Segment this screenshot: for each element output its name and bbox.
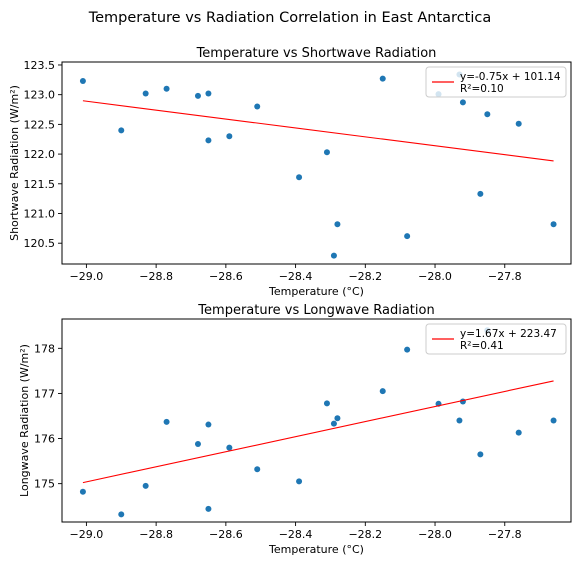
figure-suptitle: Temperature vs Radiation Correlation in … (88, 10, 492, 26)
x-tick-label: −28.2 (348, 528, 382, 541)
data-point (459, 398, 466, 405)
data-point (323, 400, 330, 407)
data-point (404, 233, 411, 240)
x-tick-label: −28.8 (139, 270, 173, 283)
data-point (205, 505, 212, 512)
plot-title: Temperature vs Shortwave Radiation (196, 46, 437, 61)
x-axis-label: Temperature (°C) (268, 543, 364, 556)
x-tick-label: −28.2 (348, 270, 382, 283)
data-point (330, 420, 337, 427)
regression-line (82, 100, 554, 162)
data-point (550, 417, 557, 424)
data-point (477, 451, 484, 458)
data-point (334, 221, 341, 228)
data-point (226, 133, 233, 140)
data-point (550, 221, 557, 228)
legend-equation: y=-0.75x + 101.14 (460, 71, 561, 83)
data-point (163, 85, 170, 92)
plot-title: Temperature vs Longwave Radiation (197, 303, 434, 318)
x-tick-label: −28.0 (418, 270, 452, 283)
legend-box (425, 323, 567, 355)
legend-box (425, 66, 567, 98)
y-tick-label: 122.5 (24, 118, 56, 131)
legend-r-squared: R²=0.10 (460, 83, 504, 95)
data-point (163, 418, 170, 425)
x-tick-label: −27.8 (488, 270, 522, 283)
data-point (515, 120, 522, 127)
y-tick-label: 178 (34, 342, 55, 355)
y-tick-label: 176 (34, 433, 55, 446)
x-tick-label: −27.8 (488, 528, 522, 541)
data-point (456, 417, 463, 424)
y-tick-label: 123.5 (24, 59, 56, 72)
data-point (296, 174, 303, 181)
data-point (118, 127, 125, 134)
y-tick-label: 121.5 (24, 178, 56, 191)
data-point (142, 482, 149, 489)
data-point (118, 511, 125, 518)
data-point (477, 190, 484, 197)
data-point (254, 103, 261, 110)
data-point (379, 388, 386, 395)
legend-r-squared: R²=0.41 (460, 340, 504, 352)
y-tick-label: 122.0 (24, 148, 56, 161)
data-point (323, 149, 330, 156)
legend-equation: y=1.67x + 223.47 (460, 328, 557, 340)
y-tick-label: 121.0 (24, 208, 56, 221)
data-point (484, 111, 491, 118)
data-point (515, 429, 522, 436)
data-point (404, 346, 411, 353)
data-point (205, 137, 212, 144)
data-point (330, 252, 337, 259)
y-tick-label: 123.0 (24, 89, 56, 102)
data-point (142, 90, 149, 97)
y-axis-label: Longwave Radiation (W/m²) (18, 344, 31, 497)
axes-frame (61, 61, 572, 265)
data-point (334, 415, 341, 422)
x-tick-label: −29.0 (70, 270, 104, 283)
x-tick-label: −28.0 (418, 528, 452, 541)
shortwave-plot: Temperature vs Shortwave Radiation −29.0 −… (8, 46, 572, 298)
x-tick-label: −28.6 (209, 270, 243, 283)
data-point (379, 75, 386, 82)
data-point (459, 99, 466, 106)
data-point (79, 78, 86, 85)
x-axis-label: Temperature (°C) (268, 285, 364, 298)
x-tick-label: −28.4 (279, 528, 313, 541)
data-point (194, 92, 201, 99)
y-tick-label: 177 (34, 387, 55, 400)
data-point (296, 478, 303, 485)
x-tick-label: −28.4 (279, 270, 313, 283)
axes-frame (61, 318, 572, 523)
data-point (226, 444, 233, 451)
data-point (194, 440, 201, 447)
regression-line (82, 380, 554, 484)
data-point (254, 466, 261, 473)
longwave-plot: Temperature vs Longwave Radiation −29.0 −2… (18, 303, 572, 556)
y-axis-label: Shortwave Radiation (W/m²) (8, 85, 21, 241)
x-tick-label: −28.6 (209, 528, 243, 541)
y-tick-label: 175 (34, 478, 55, 491)
data-point (205, 421, 212, 428)
y-tick-label: 120.5 (24, 237, 56, 250)
x-tick-label: −29.0 (70, 528, 104, 541)
x-tick-label: −28.8 (139, 528, 173, 541)
data-point (205, 90, 212, 97)
data-point (79, 488, 86, 495)
